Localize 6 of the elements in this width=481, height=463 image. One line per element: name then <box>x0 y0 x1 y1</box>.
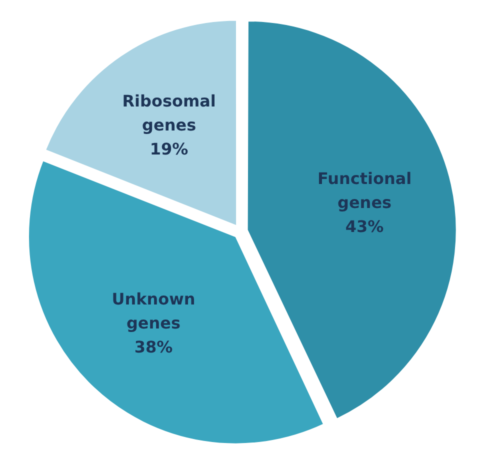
slice-label: Ribosomal genes <box>122 92 216 135</box>
slice-label: Unknown genes <box>112 289 196 332</box>
data-label: 19% <box>150 140 188 159</box>
data-label: 38% <box>134 337 173 356</box>
slice-label: Functional genes <box>317 168 412 212</box>
data-label: 43% <box>345 216 384 236</box>
